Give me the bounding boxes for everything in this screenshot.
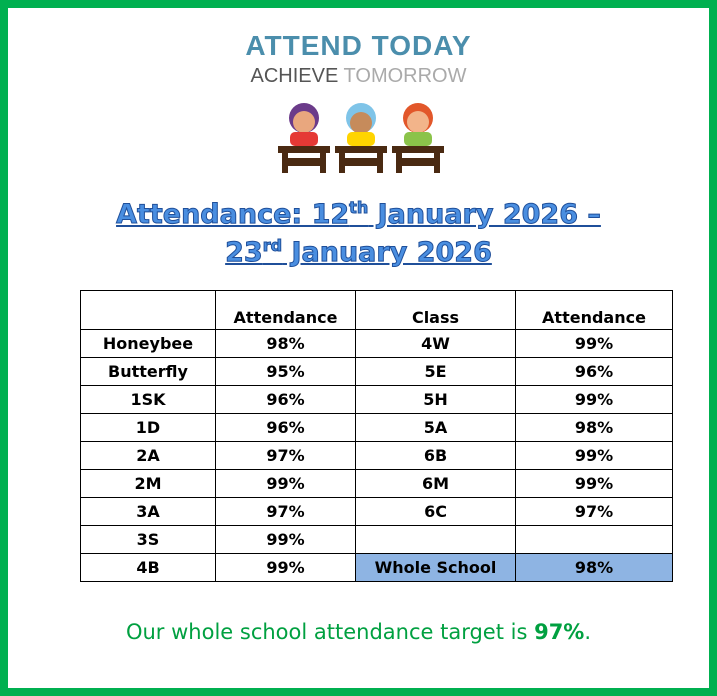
table-cell: 2A — [81, 442, 216, 470]
table-cell: 98% — [516, 554, 673, 582]
table-cell: 5A — [356, 414, 516, 442]
table-cell: 4W — [356, 330, 516, 358]
table-cell: 99% — [516, 442, 673, 470]
table-cell: 96% — [216, 386, 356, 414]
footer-target: 97% — [534, 620, 584, 644]
title-sup: rd — [263, 236, 282, 255]
table-cell: 97% — [516, 498, 673, 526]
logo-word: TOMORROW — [344, 65, 467, 87]
footer: Our whole school attendance target is 97… — [8, 620, 709, 644]
page: ATTEND TODAY ACHIEVE TOMORROW Attendance… — [0, 0, 717, 696]
table-cell: Honeybee — [81, 330, 216, 358]
table-cell: 99% — [216, 526, 356, 554]
table-cell: Butterfly — [81, 358, 216, 386]
header-cell: Attendance — [216, 291, 356, 330]
title-text: January 2026 – — [368, 199, 601, 230]
table-cell: 1SK — [81, 386, 216, 414]
footer-text: . — [584, 620, 591, 644]
table-cell: 6M — [356, 470, 516, 498]
table-cell: 99% — [516, 330, 673, 358]
table-cell: 3A — [81, 498, 216, 526]
logo-title: ATTEND TODAY — [8, 30, 709, 62]
table-cell: 5E — [356, 358, 516, 386]
table-cell: 5H — [356, 386, 516, 414]
title-text: Attendance: 12 — [116, 199, 349, 230]
title-line: 23rd January 2026 — [8, 236, 709, 268]
table-cell: 4B — [81, 554, 216, 582]
table-cell: 2M — [81, 470, 216, 498]
header-cell: Attendance — [516, 291, 673, 330]
footer-text: Our whole school attendance target is — [126, 620, 534, 644]
table-cell: 96% — [516, 358, 673, 386]
title-text: January 2026 — [282, 237, 492, 268]
table-cell — [356, 526, 516, 554]
kids-illustration — [276, 96, 446, 176]
table-cell: 97% — [216, 442, 356, 470]
table-cell: 98% — [216, 330, 356, 358]
table-cell: 99% — [516, 386, 673, 414]
table-cell: 1D — [81, 414, 216, 442]
table-cell: 99% — [216, 554, 356, 582]
table-cell: 6B — [356, 442, 516, 470]
table-cell: 96% — [216, 414, 356, 442]
table-cell: 6C — [356, 498, 516, 526]
logo-word: ACHIEVE — [251, 65, 339, 87]
header-cell — [81, 291, 216, 330]
table-cell: Whole School — [356, 554, 516, 582]
logo-subtitle: ACHIEVE TOMORROW — [8, 65, 709, 88]
title-sup: th — [349, 198, 368, 217]
table-cell: 95% — [216, 358, 356, 386]
table-cell: 3S — [81, 526, 216, 554]
table-cell: 98% — [516, 414, 673, 442]
title-text: 23 — [225, 237, 263, 268]
table-cell: 99% — [516, 470, 673, 498]
table-cell: 97% — [216, 498, 356, 526]
header-cell: Class — [356, 291, 516, 330]
table-cell — [516, 526, 673, 554]
title-line: Attendance: 12th January 2026 – — [8, 198, 709, 230]
table-cell: 99% — [216, 470, 356, 498]
